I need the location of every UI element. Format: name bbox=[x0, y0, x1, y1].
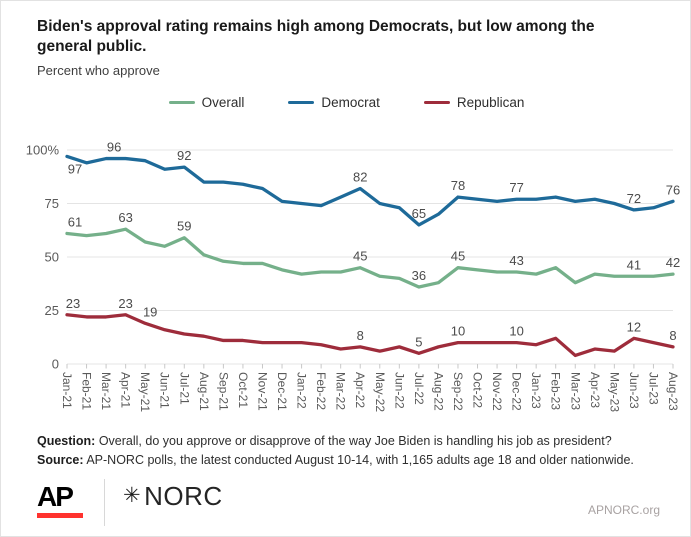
x-tick-label: Feb-22 bbox=[314, 372, 328, 410]
y-tick-label: 50 bbox=[45, 250, 59, 265]
source-label: Source: bbox=[37, 453, 84, 467]
apnorc-site-link[interactable]: APNORC.org bbox=[587, 503, 660, 517]
series-line-overall bbox=[65, 227, 675, 289]
y-tick-label: 25 bbox=[45, 303, 59, 318]
data-label: 97 bbox=[68, 161, 82, 176]
question-line: Question: Overall, do you approve or dis… bbox=[37, 432, 667, 451]
footer: AP ✳ NORC APNORC.org bbox=[1, 479, 690, 536]
data-label: 23 bbox=[66, 296, 80, 311]
x-tick-label: May-21 bbox=[138, 372, 152, 412]
x-tick-label: Dec-22 bbox=[510, 372, 524, 411]
ap-logo: AP bbox=[37, 481, 74, 512]
x-tick-label: Jan-21 bbox=[60, 372, 74, 409]
legend-line-swatch-icon bbox=[288, 100, 315, 105]
source-line: Source: AP-NORC polls, the latest conduc… bbox=[37, 451, 667, 470]
x-tick-label: Nov-22 bbox=[490, 372, 504, 411]
x-tick-label: Mar-21 bbox=[99, 372, 113, 410]
data-label: 19 bbox=[143, 304, 157, 319]
x-tick-label: Oct-21 bbox=[236, 372, 250, 408]
data-label: 8 bbox=[357, 328, 364, 343]
legend-line-swatch-icon bbox=[168, 100, 195, 105]
data-label: 23 bbox=[118, 296, 132, 311]
data-label: 82 bbox=[353, 170, 367, 185]
data-label: 77 bbox=[509, 180, 523, 195]
data-label: 41 bbox=[627, 257, 641, 272]
data-label: 92 bbox=[177, 148, 191, 163]
x-tick-label: Sep-21 bbox=[216, 372, 230, 411]
chart-subtitle: Percent who approve bbox=[37, 63, 160, 78]
x-tick-label: Mar-22 bbox=[334, 372, 348, 410]
data-label: 72 bbox=[627, 191, 641, 206]
legend-line-swatch-icon bbox=[423, 100, 450, 105]
data-label: 45 bbox=[353, 249, 367, 264]
chart-footnote: Question: Overall, do you approve or dis… bbox=[37, 432, 667, 470]
x-tick-label: Feb-23 bbox=[549, 372, 563, 410]
data-label: 96 bbox=[107, 140, 121, 155]
x-tick-label: Mar-23 bbox=[568, 372, 582, 410]
series-line-democrat bbox=[65, 154, 675, 227]
data-label: 10 bbox=[451, 324, 465, 339]
norc-logo-text: NORC bbox=[144, 481, 223, 511]
x-tick-label: Apr-21 bbox=[119, 372, 133, 408]
data-label: 45 bbox=[451, 249, 465, 264]
y-tick-label: 0 bbox=[52, 357, 59, 372]
legend-item-overall: Overall bbox=[168, 95, 245, 110]
data-label: 76 bbox=[666, 182, 680, 197]
data-label: 59 bbox=[177, 219, 191, 234]
x-tick-label: Jun-22 bbox=[392, 372, 406, 409]
ap-logo-underline bbox=[37, 513, 83, 518]
x-tick-label: May-22 bbox=[373, 372, 387, 412]
x-tick-label: Jun-23 bbox=[627, 372, 641, 409]
chart-area: 100% 75 50 25 0 Jan-21 Feb-21 Mar-21 Apr-21 May-2… bbox=[1, 121, 690, 433]
x-tick-label: Apr-23 bbox=[588, 372, 602, 408]
data-label: 78 bbox=[451, 178, 465, 193]
x-tick-label: Jan-23 bbox=[529, 372, 543, 409]
page-title: Biden's approval rating remains high amo… bbox=[37, 18, 595, 56]
series-line-republican bbox=[65, 313, 675, 358]
data-label: 42 bbox=[666, 255, 680, 270]
data-label: 8 bbox=[669, 328, 676, 343]
data-label: 63 bbox=[118, 210, 132, 225]
x-tick-label: Jul-23 bbox=[646, 372, 660, 405]
x-tick-label: Sep-22 bbox=[451, 372, 465, 411]
x-tick-label: Aug-21 bbox=[197, 372, 211, 411]
y-tick-label: 100% bbox=[26, 143, 60, 158]
data-label: 36 bbox=[412, 268, 426, 283]
x-tick-label: Aug-22 bbox=[431, 372, 445, 411]
x-tick-label: Jan-22 bbox=[295, 372, 309, 409]
data-label: 5 bbox=[415, 334, 422, 349]
legend-label-republican: Republican bbox=[456, 95, 525, 110]
question-label: Question: bbox=[37, 434, 96, 448]
legend-label-democrat: Democrat bbox=[321, 95, 380, 110]
footer-divider bbox=[104, 479, 105, 526]
x-tick-label: Apr-22 bbox=[353, 372, 367, 408]
question-text: Overall, do you approve or disapprove of… bbox=[98, 434, 612, 448]
x-tick-label: Aug-23 bbox=[666, 372, 680, 411]
x-tick-label: Nov-21 bbox=[255, 372, 269, 411]
chart-legend: Overall Democrat Republican bbox=[1, 95, 690, 110]
norc-star-icon: ✳ bbox=[123, 483, 142, 507]
legend-label-overall: Overall bbox=[201, 95, 245, 110]
source-text: AP-NORC polls, the latest conducted Augu… bbox=[86, 453, 634, 467]
x-tick-label: Jul-22 bbox=[412, 372, 426, 405]
x-tick-label: Jul-21 bbox=[177, 372, 191, 405]
x-tick-label: Dec-21 bbox=[275, 372, 289, 411]
x-tick-label: Feb-21 bbox=[80, 372, 94, 410]
norc-logo: ✳ NORC bbox=[123, 483, 223, 509]
data-label: 65 bbox=[412, 206, 426, 221]
x-tick-label: Jun-21 bbox=[158, 372, 172, 409]
data-label: 10 bbox=[509, 324, 523, 339]
data-label: 12 bbox=[627, 319, 641, 334]
x-tick-label: May-23 bbox=[607, 372, 621, 412]
y-tick-label: 75 bbox=[45, 196, 59, 211]
legend-item-republican: Republican bbox=[423, 95, 525, 110]
x-tick-label: Oct-22 bbox=[471, 372, 485, 408]
data-label: 43 bbox=[509, 253, 523, 268]
legend-item-democrat: Democrat bbox=[288, 95, 380, 110]
data-label: 61 bbox=[68, 214, 82, 229]
